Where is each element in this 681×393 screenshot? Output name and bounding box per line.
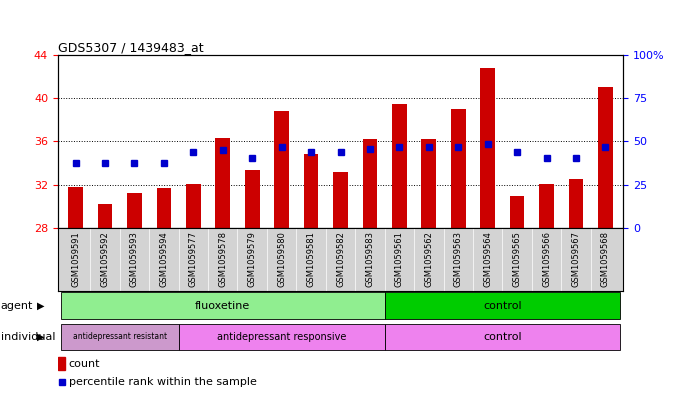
Text: ▶: ▶ [37,332,45,342]
Bar [304,154,319,228]
Bar [539,184,554,228]
Text: GSM1059561: GSM1059561 [395,231,404,287]
Text: GSM1059577: GSM1059577 [189,231,197,287]
Text: percentile rank within the sample: percentile rank within the sample [69,377,257,387]
Bar [385,324,620,350]
Text: GSM1059579: GSM1059579 [248,231,257,287]
Bar [186,184,201,228]
Text: agent: agent [1,301,33,310]
Bar [333,172,348,228]
Bar [58,357,65,369]
Text: GSM1059592: GSM1059592 [101,231,110,287]
Text: GSM1059563: GSM1059563 [454,231,463,287]
Text: GSM1059568: GSM1059568 [601,231,610,287]
Bar [127,193,142,228]
Text: fluoxetine: fluoxetine [195,301,251,310]
Bar [422,139,436,228]
Text: GSM1059578: GSM1059578 [218,231,227,287]
Text: individual: individual [1,332,55,342]
Bar [392,104,407,228]
Text: control: control [483,301,522,310]
Bar [61,324,178,350]
Text: GSM1059591: GSM1059591 [71,231,80,287]
Text: GSM1059582: GSM1059582 [336,231,345,287]
Bar [274,111,289,228]
Text: GSM1059567: GSM1059567 [571,231,580,287]
Text: GSM1059564: GSM1059564 [484,231,492,287]
Text: GSM1059565: GSM1059565 [513,231,522,287]
Text: control: control [483,332,522,342]
Bar [157,188,171,228]
Bar [569,179,584,228]
Text: GSM1059583: GSM1059583 [366,231,375,287]
Text: GSM1059593: GSM1059593 [130,231,139,287]
Text: GSM1059562: GSM1059562 [424,231,433,287]
Text: count: count [69,358,100,369]
Bar [480,68,495,228]
Text: antidepressant responsive: antidepressant responsive [217,332,347,342]
Bar [385,292,620,319]
Text: GSM1059566: GSM1059566 [542,231,551,287]
Text: antidepressant resistant: antidepressant resistant [73,332,167,342]
Bar [245,170,259,228]
Bar [451,109,466,228]
Bar [178,324,385,350]
Bar [61,292,385,319]
Bar [598,87,613,228]
Text: GSM1059594: GSM1059594 [159,231,168,287]
Bar [97,204,112,228]
Text: GSM1059581: GSM1059581 [306,231,315,287]
Bar [68,187,83,228]
Text: GDS5307 / 1439483_at: GDS5307 / 1439483_at [58,41,204,54]
Bar [510,195,524,228]
Text: GSM1059580: GSM1059580 [277,231,286,287]
Bar [215,138,230,228]
Text: ▶: ▶ [37,301,45,310]
Bar [362,139,377,228]
